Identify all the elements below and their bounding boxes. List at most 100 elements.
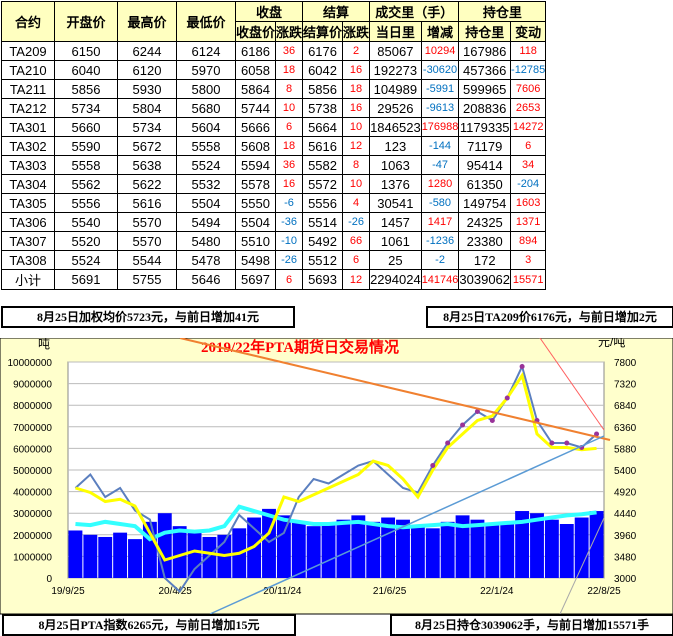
y-label-right: 元/吨: [598, 338, 625, 349]
table-cell: 18: [275, 60, 304, 80]
table-cell: 1457: [369, 212, 422, 232]
table-cell: 6058: [234, 60, 277, 80]
x-tick: 21/6/25: [373, 586, 407, 597]
table-cell: 5478: [176, 250, 236, 270]
table-cell: 34: [510, 155, 547, 175]
table-cell: 5540: [54, 212, 118, 232]
table-cell: 5572: [302, 174, 344, 194]
table-cell: 176988: [420, 117, 460, 137]
table-cell: 5604: [176, 117, 236, 137]
table-cell: 5594: [234, 155, 277, 175]
y-tick-right: 3000: [614, 574, 637, 585]
price-dot: [519, 364, 525, 369]
table-cell: 5856: [302, 79, 344, 99]
table-cell: -26: [275, 250, 304, 270]
table-cell: -10: [275, 231, 304, 251]
trend-line-blue: [209, 435, 605, 615]
header: 最高价: [117, 1, 177, 42]
table-cell: 1603: [510, 193, 547, 213]
volume-bar: [366, 521, 381, 578]
table-cell: 6120: [117, 60, 177, 80]
volume-bar: [485, 524, 500, 578]
table-cell: 5734: [54, 98, 118, 118]
table-cell: 5494: [176, 212, 236, 232]
table-cell: 23380: [458, 231, 512, 251]
table-cell: 8: [342, 155, 371, 175]
price-dot: [489, 418, 495, 423]
quote-table: 合约 开盘价 最高价 最低价 收盘 结算 成交里（手） 持仓里 收盘价 涨跌 结算价 涨跌 当日里 增减…: [1, 1, 547, 290]
y-tick-left: 0: [46, 574, 52, 585]
table-cell: 4: [342, 193, 371, 213]
table-cell: -2: [420, 250, 460, 270]
table-cell: 10: [275, 98, 304, 118]
open-interest-line: [75, 504, 597, 542]
table-cell: 6244: [117, 41, 177, 61]
table-cell: 66: [342, 231, 371, 251]
table-cell: 5970: [176, 60, 236, 80]
table-cell: 5800: [176, 79, 236, 99]
y-tick-right: 6840: [614, 401, 637, 412]
table-cell: 8: [275, 79, 304, 99]
table-cell: 12: [342, 269, 371, 290]
price-dot: [474, 409, 480, 414]
table-row: TA304 5562 5622 5532 5578 16 5572 10 1376 1280 613…: [1, 174, 547, 194]
table-cell: 6176: [302, 41, 344, 61]
table-cell: 5504: [234, 212, 277, 232]
table-cell: 5680: [176, 98, 236, 118]
x-tick: 20/11/24: [263, 586, 302, 597]
table-cell: 5734: [117, 117, 177, 137]
table-cell: 1376: [369, 174, 422, 194]
table-cell: 172: [458, 250, 512, 270]
table-row: TA211 5856 5930 5800 5864 8 5856 18 104989 -5991 5…: [1, 79, 547, 99]
volume-bar: [113, 532, 128, 578]
price-line: [75, 371, 597, 562]
table-cell: 5738: [302, 98, 344, 118]
volume-bar: [396, 519, 410, 578]
table-cell: 1179335: [458, 117, 512, 137]
y-tick-right: 4440: [614, 509, 637, 520]
y-tick-left: 8000000: [13, 401, 52, 412]
table-cell: 1280: [420, 174, 460, 194]
table-cell: 85067: [369, 41, 422, 61]
table-cell: 5804: [117, 98, 177, 118]
table-cell: 14272: [510, 117, 547, 137]
table-cell: 18: [342, 79, 371, 99]
volume-bar: [321, 524, 336, 578]
table-cell: -36: [275, 212, 304, 232]
table-row: TA305 5556 5616 5504 5550 -6 5556 4 30541 -580 149…: [1, 193, 547, 213]
y-tick-left: 9000000: [13, 380, 52, 391]
header: 开盘价: [54, 1, 118, 42]
table-cell: 894: [510, 231, 547, 251]
table-cell: 15571: [510, 269, 547, 290]
header: 增减: [420, 21, 460, 42]
table-cell: 6: [275, 117, 304, 137]
chart-title: 2019/22年PTA期货日交易情况: [201, 338, 399, 356]
y-tick-right: 6360: [614, 423, 637, 434]
table-cell: 10294: [420, 41, 460, 61]
table-cell: 小计: [1, 269, 55, 290]
table-cell: 5520: [54, 231, 118, 251]
header: 收盘价: [234, 21, 277, 42]
header: 当日里: [369, 21, 422, 42]
table-cell: 118: [510, 41, 547, 61]
volume-bar: [336, 519, 351, 578]
volume-bar: [291, 521, 306, 578]
table-cell: 5524: [54, 250, 118, 270]
volume-bar: [530, 513, 544, 578]
table-cell: 208836: [458, 98, 512, 118]
table-cell: 5666: [234, 117, 277, 137]
table-cell: -9613: [420, 98, 460, 118]
table-cell: 167986: [458, 41, 512, 61]
table-row: TA302 5590 5672 5558 5608 18 5616 12 123 -144 7117…: [1, 136, 547, 156]
table-cell: 61350: [458, 174, 512, 194]
label-pta-index: 8月25日PTA指数6265元，与前日增加15元: [2, 614, 296, 636]
table-cell: 141746: [420, 269, 460, 290]
table-cell: TA308: [1, 250, 55, 270]
y-tick-right: 4920: [614, 488, 637, 499]
table-cell: 5514: [302, 212, 344, 232]
table-cell: 6: [510, 136, 547, 156]
table-cell: 36: [275, 155, 304, 175]
table-cell: TA306: [1, 212, 55, 232]
table-cell: 5562: [54, 174, 118, 194]
y-tick-right: 3480: [614, 552, 637, 563]
